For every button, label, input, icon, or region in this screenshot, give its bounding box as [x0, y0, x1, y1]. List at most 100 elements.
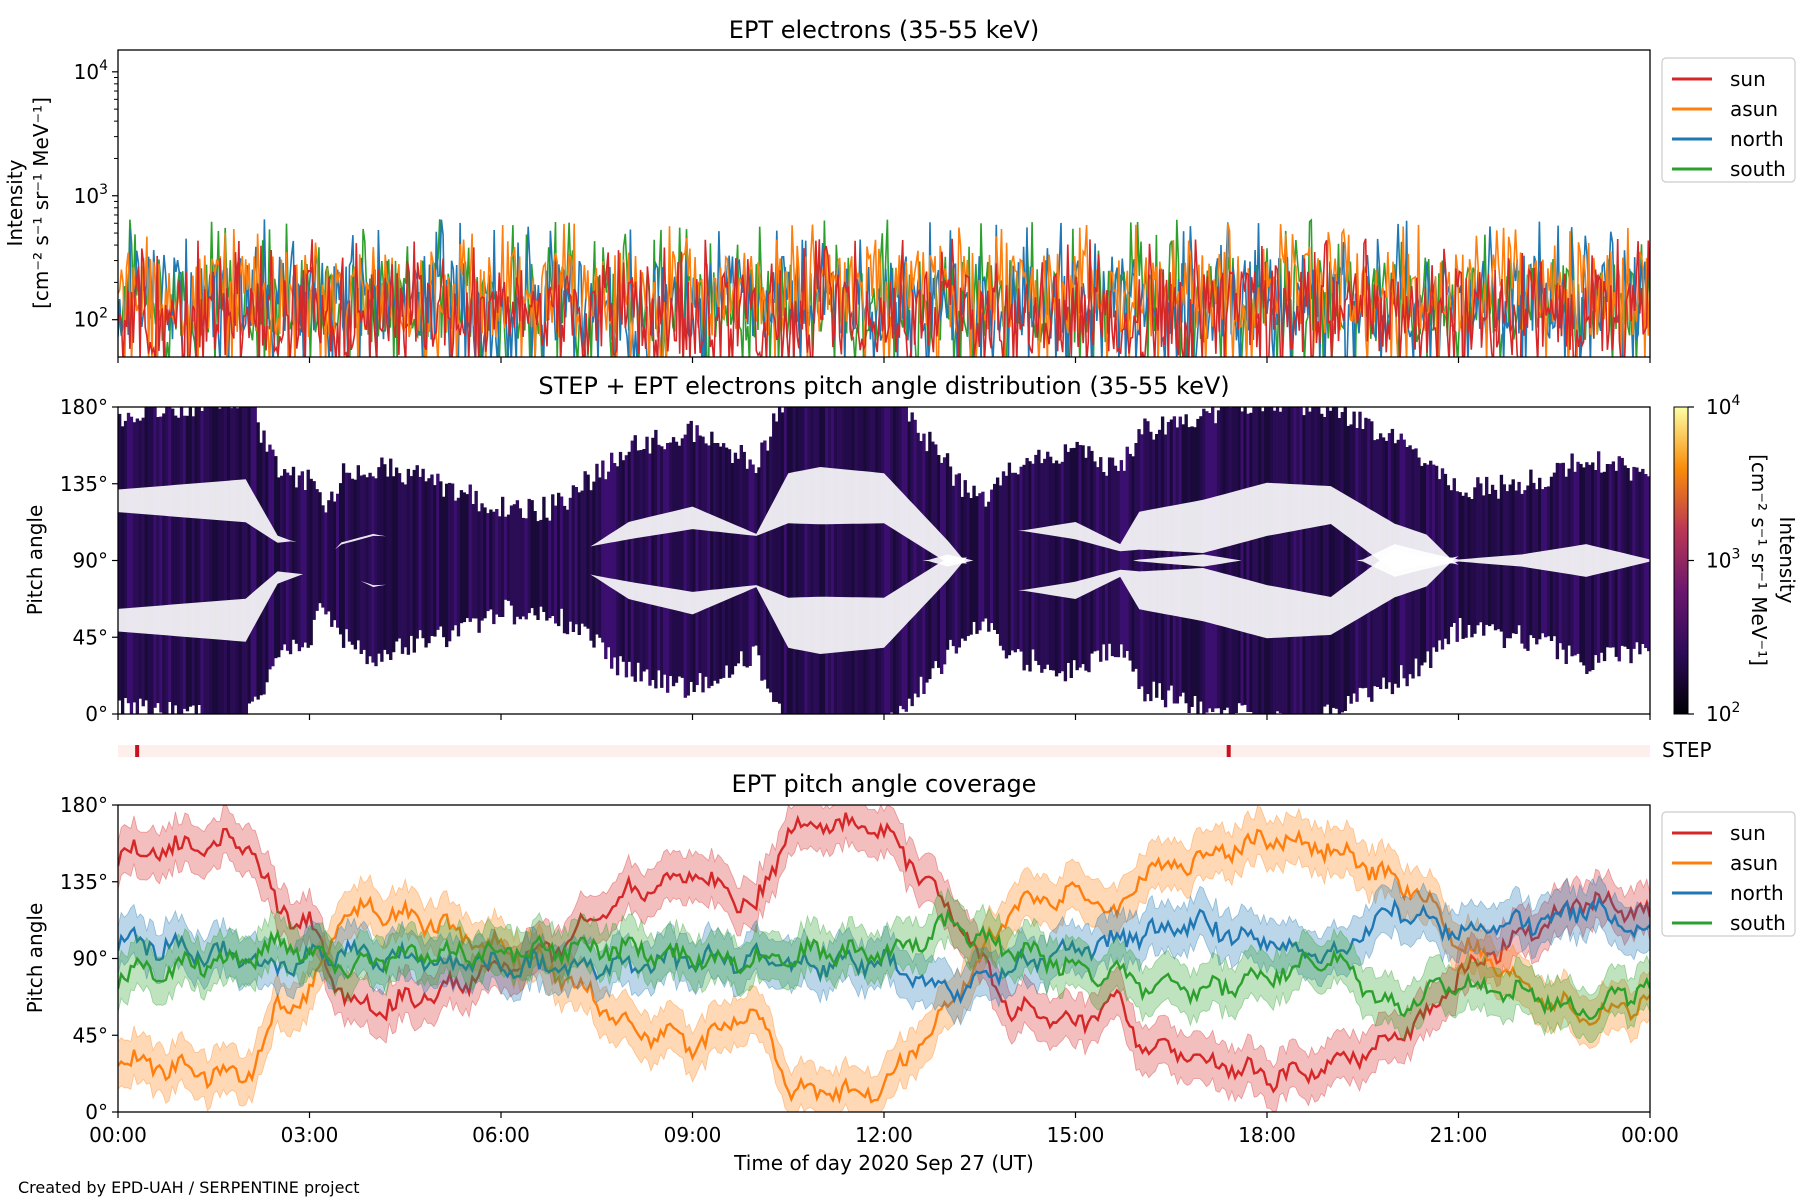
heatmap-cell [789, 407, 794, 714]
heatmap-cell [751, 464, 755, 647]
heatmap-cell [462, 492, 467, 623]
heatmap-cell [742, 451, 746, 667]
heatmap-cell [1502, 484, 1507, 648]
legend-label-south[interactable]: south [1730, 157, 1786, 181]
heatmap-cell [1040, 463, 1044, 673]
heatmap-cell [315, 489, 319, 611]
heatmap-cell [1526, 485, 1530, 651]
panel4-ytick-label: 90° [73, 947, 108, 971]
heatmap-cell [383, 464, 387, 650]
heatmap-cell [554, 505, 558, 624]
heatmap-cell [1078, 445, 1082, 668]
heatmap-cell [530, 500, 534, 609]
heatmap-cell [1048, 456, 1053, 671]
panel4-legend[interactable]: sun asun north south [1661, 811, 1796, 937]
heatmap-cell [707, 445, 711, 689]
heatmap-cell [1261, 411, 1265, 714]
heatmap-cell [612, 463, 617, 658]
heatmap-cell [1629, 480, 1633, 664]
colorbar-label: Intensity [1775, 516, 1799, 603]
heatmap-cell [524, 518, 528, 620]
heatmap-cell [987, 501, 991, 632]
heatmap-cell [1485, 476, 1489, 625]
heatmap-cell [565, 509, 570, 635]
heatmap-cell [218, 408, 222, 714]
heatmap-cell [1267, 407, 1271, 714]
heatmap-cell [660, 446, 664, 688]
panel2-ylabel: Pitch angle [23, 505, 47, 616]
heatmap-cell [777, 407, 782, 704]
legend-label-asun[interactable]: asun [1730, 97, 1778, 121]
heatmap-cell [506, 514, 511, 601]
panel4-ytick-label: 180° [60, 793, 108, 817]
heatmap-cell [377, 467, 381, 654]
heatmap-cell [1060, 461, 1065, 672]
heatmap-cell [551, 494, 555, 616]
x-tick-label: 06:00 [472, 1123, 530, 1147]
heatmap-cell [1482, 495, 1486, 636]
legend-label-south[interactable]: south [1730, 911, 1786, 935]
heatmap-cell [1007, 462, 1012, 656]
heatmap-cell [774, 421, 779, 702]
panel1-series [118, 218, 1650, 357]
heatmap-cell [1096, 467, 1100, 651]
heatmap-cell [1034, 454, 1038, 661]
heatmap-cell [704, 443, 708, 677]
heatmap-cell [1069, 448, 1073, 678]
heatmap-cell [1322, 417, 1327, 707]
heatmap-cell [274, 456, 278, 659]
heatmap-cell [978, 493, 982, 631]
heatmap-cell [206, 407, 210, 714]
heatmap-cell [689, 420, 693, 682]
heatmap-cell [574, 487, 578, 625]
legend-label-north[interactable]: north [1730, 127, 1784, 151]
heatmap-cell [215, 407, 219, 714]
panel4-legend-box [1661, 811, 1796, 937]
legend-label-sun[interactable]: sun [1730, 67, 1766, 91]
heatmap-cell [998, 485, 1003, 646]
panel1-legend-box [1661, 57, 1796, 183]
heatmap-cell [291, 466, 296, 640]
step-marker [1226, 745, 1231, 757]
heatmap-cell [1340, 412, 1344, 713]
heatmap-cell [895, 407, 900, 714]
heatmap-cell [792, 407, 797, 714]
legend-label-sun[interactable]: sun [1730, 821, 1766, 845]
heatmap-cell [138, 420, 142, 699]
heatmap-cell [727, 449, 732, 678]
heatmap-cell [303, 490, 307, 643]
heatmap-cell [227, 407, 231, 714]
heatmap-cell [1043, 458, 1047, 670]
heatmap-cell [474, 490, 478, 619]
legend-label-north[interactable]: north [1730, 881, 1784, 905]
heatmap-cell [1325, 407, 1330, 705]
panel1-ylabel: Intensity [3, 159, 27, 246]
heatmap-cell [745, 468, 749, 668]
heatmap-cell [312, 481, 316, 620]
heatmap-cell [241, 407, 246, 714]
heatmap-cell [698, 435, 702, 674]
heatmap-cell [1349, 424, 1353, 704]
heatmap-cell [1110, 457, 1115, 657]
heatmap-cell [692, 442, 696, 692]
heatmap-cell [1010, 472, 1015, 651]
heatmap-cell [324, 512, 328, 615]
heatmap-cell [1455, 491, 1459, 642]
panel-step-strip: STEP [118, 738, 1712, 762]
heatmap-cell [686, 423, 690, 696]
heatmap-cell [212, 407, 216, 714]
heatmap-cell [129, 416, 134, 714]
heatmap-cell [845, 407, 850, 714]
heatmap-cell [424, 481, 428, 648]
heatmap-cell [1149, 431, 1153, 702]
panel1-legend[interactable]: sun asun north south [1661, 57, 1796, 183]
heatmap-cell [123, 420, 128, 698]
heatmap-cell [571, 485, 576, 632]
colorbar-unit: [cm⁻² s⁻¹ sr⁻¹ MeV⁻¹] [1747, 454, 1771, 666]
heatmap-cell [981, 491, 985, 622]
credit-text: Created by EPD-UAH / SERPENTINE project [18, 1178, 360, 1197]
legend-label-asun[interactable]: asun [1730, 851, 1778, 875]
heatmap-cell [910, 412, 914, 707]
heatmap-cell [665, 443, 670, 693]
heatmap-cell [780, 412, 785, 714]
